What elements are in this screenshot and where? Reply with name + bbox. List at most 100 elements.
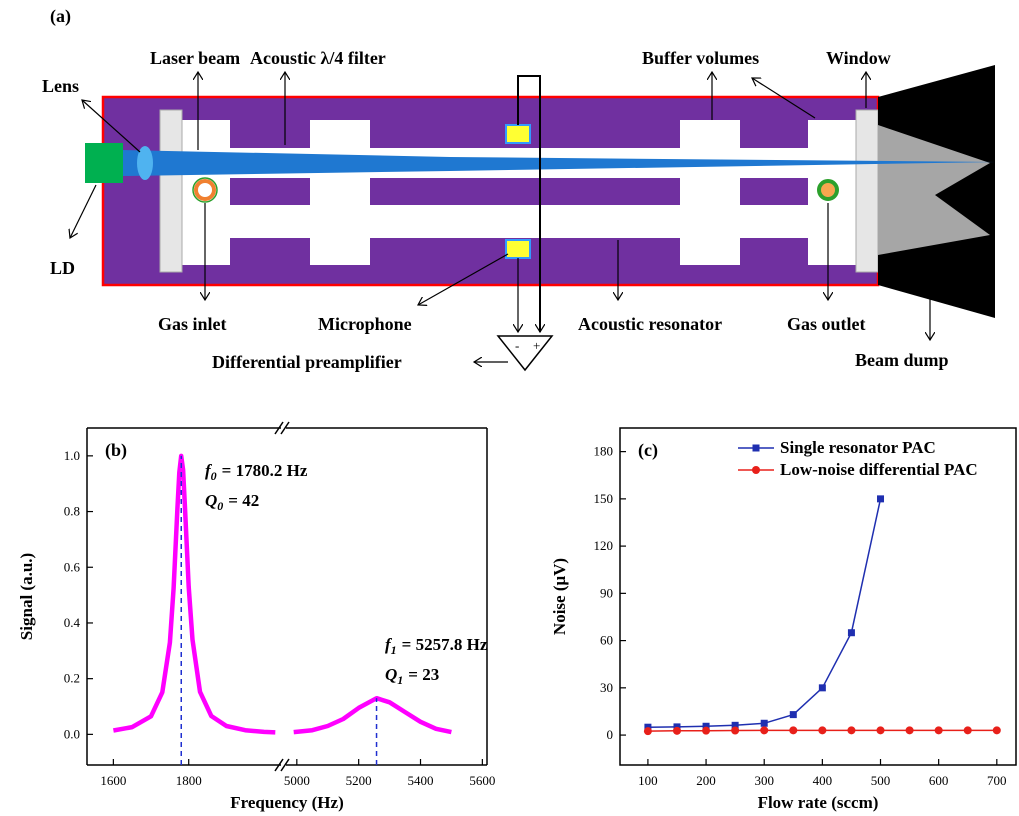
beam-dump-cavity	[878, 125, 990, 255]
annotation-subscript: 0	[211, 469, 217, 483]
point	[760, 719, 768, 727]
cell-diagram: (a) - + Lens	[42, 6, 995, 372]
signal-curve	[112, 453, 276, 735]
label: Acoustic resonator	[578, 314, 722, 334]
annotation: Q0 = 42	[205, 491, 259, 513]
y-tick-label: 90	[600, 585, 613, 600]
label: Acoustic λ/4 filter	[250, 48, 386, 68]
y-tick-label: 120	[594, 538, 614, 553]
arrow	[752, 78, 816, 119]
label: Laser beam	[150, 48, 240, 68]
arrow	[82, 100, 141, 153]
annotation-subscript: 0	[217, 499, 223, 513]
point	[760, 726, 769, 735]
label: Microphone	[318, 314, 412, 334]
legend-label: Low-noise differential PAC	[780, 460, 978, 479]
annotation-subscript: 1	[397, 673, 403, 687]
y-tick-label: 1.0	[64, 448, 80, 463]
annotation: f0 = 1780.2 Hz	[205, 461, 308, 483]
panel-label: (c)	[638, 440, 658, 461]
axis-break	[274, 421, 284, 435]
label: Beam dump	[855, 350, 949, 370]
x-tick-label: 5600	[469, 773, 495, 788]
window	[855, 109, 879, 273]
annotation-symbol: f	[385, 635, 393, 654]
annotation-text: = 1780.2 Hz	[222, 461, 308, 480]
point	[905, 726, 914, 735]
point	[877, 495, 885, 503]
x-tick-label: 600	[929, 773, 949, 788]
label: Buffer volumes	[642, 48, 759, 68]
annotation-symbol: Q	[205, 491, 217, 510]
x-tick-label: 1800	[176, 773, 202, 788]
point	[963, 726, 972, 735]
x-tick-label: 500	[871, 773, 891, 788]
point	[731, 726, 740, 735]
x-tick-label: 200	[696, 773, 716, 788]
point	[731, 721, 739, 729]
annotation-text: = 5257.8 Hz	[402, 635, 488, 654]
label: Gas outlet	[787, 314, 866, 334]
axis-break	[274, 758, 284, 772]
annotation: f1 = 5257.8 Hz	[385, 635, 488, 657]
axis-break	[280, 758, 290, 772]
label: LD	[50, 258, 75, 278]
axis-break	[280, 421, 290, 435]
window	[159, 109, 183, 273]
laser-diode	[85, 143, 123, 183]
legend-label: Single resonator PAC	[780, 438, 936, 457]
resonator-tube	[160, 205, 878, 238]
filter-cavity	[680, 120, 740, 265]
legend-marker	[752, 466, 760, 474]
point	[818, 726, 827, 735]
point	[643, 727, 652, 736]
label: Lens	[42, 76, 79, 96]
x-tick-label: 5200	[346, 773, 372, 788]
point	[934, 726, 943, 735]
x-axis-title: Flow rate (sccm)	[758, 793, 879, 812]
x-tick-label: 700	[987, 773, 1007, 788]
y-axis-title: Noise (μV)	[550, 558, 569, 635]
gas-inlet-ring	[192, 177, 218, 203]
wire	[517, 75, 540, 332]
y-axis-title: Signal (a.u.)	[17, 553, 36, 640]
amp-sign: -	[515, 338, 519, 353]
point	[702, 722, 710, 730]
gas-outlet	[817, 179, 839, 201]
x-tick-label: 1600	[100, 773, 126, 788]
annotation-symbol: Q	[385, 665, 397, 684]
x-tick-label: 400	[813, 773, 833, 788]
panel-label: (a)	[50, 6, 71, 27]
y-tick-label: 30	[600, 680, 613, 695]
gas-inlet	[194, 179, 216, 201]
point	[847, 726, 856, 735]
microphone	[505, 239, 531, 259]
filter-cavity	[310, 120, 370, 265]
y-tick-label: 60	[600, 633, 613, 648]
series-line	[647, 498, 882, 728]
laser-beam	[123, 150, 995, 176]
y-tick-label: 0.4	[64, 615, 81, 630]
arrow	[70, 184, 97, 238]
plot-frame	[619, 427, 1017, 766]
point	[847, 629, 855, 637]
annotation-text: = 23	[408, 665, 439, 684]
annotation-text: = 42	[228, 491, 259, 510]
signal-curve	[293, 695, 452, 735]
label: Differential preamplifier	[212, 352, 402, 372]
y-tick-label: 150	[594, 491, 614, 506]
amp-sign: +	[533, 338, 540, 353]
arrow	[418, 253, 509, 305]
y-tick-label: 0.6	[64, 559, 81, 574]
point	[789, 726, 798, 735]
x-tick-label: 5400	[408, 773, 434, 788]
point	[992, 726, 1001, 735]
x-axis-title: Frequency (Hz)	[230, 793, 343, 812]
point	[672, 726, 681, 735]
y-tick-label: 180	[594, 444, 614, 459]
y-tick-label: 0.8	[64, 504, 80, 519]
cell-body	[101, 95, 880, 287]
x-tick-label: 100	[638, 773, 658, 788]
x-tick-label: 5000	[284, 773, 310, 788]
